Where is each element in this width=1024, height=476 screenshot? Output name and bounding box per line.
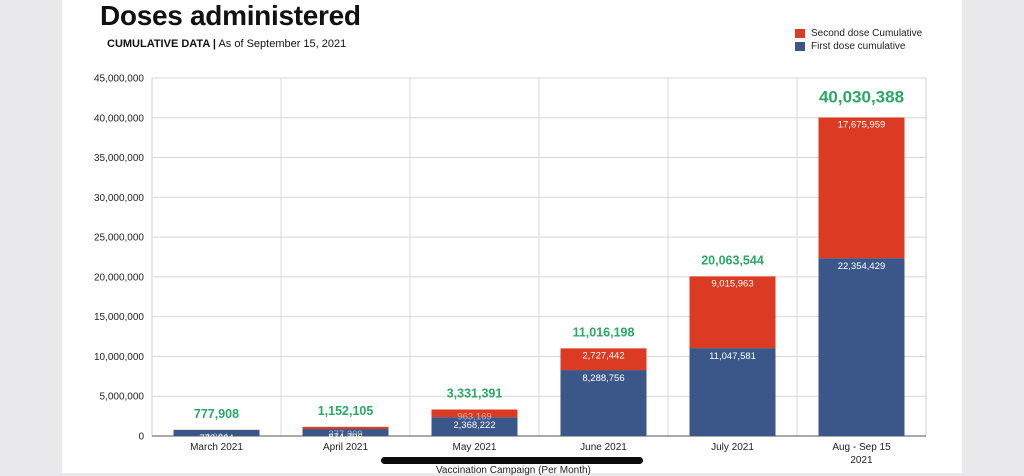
y-tick-label: 35,000,000 — [94, 153, 144, 164]
x-tick-label: July 2021 — [711, 442, 754, 453]
y-tick-label: 45,000,000 — [94, 74, 144, 85]
data-label-first-dose: 8,288,756 — [582, 373, 624, 384]
home-indicator[interactable] — [381, 457, 643, 464]
y-tick-label: 25,000,000 — [94, 233, 144, 244]
data-label-total: 20,063,544 — [701, 253, 764, 267]
data-label-second-dose: 2,727,442 — [582, 350, 624, 361]
x-tick-label: March 2021 — [190, 442, 243, 453]
data-label-first-dose: 22,354,429 — [838, 261, 886, 272]
data-label-first-dose: 11,047,581 — [709, 351, 756, 362]
y-tick-label: 10,000,000 — [94, 352, 144, 363]
data-label-total: 3,331,391 — [447, 386, 503, 400]
y-tick-label: 30,000,000 — [94, 193, 144, 204]
x-tick-label-year: 2021 — [850, 455, 873, 466]
data-label-total: 40,030,388 — [819, 88, 904, 107]
x-tick-label: April 2021 — [323, 442, 368, 453]
data-label-total: 777,908 — [194, 407, 239, 421]
x-axis-title: Vaccination Campaign (Per Month) — [436, 465, 591, 476]
data-label-total: 11,016,198 — [573, 325, 635, 339]
bar-second-dose — [819, 118, 905, 259]
data-label-second-dose: 9,015,963 — [711, 278, 753, 289]
x-tick-label: June 2021 — [580, 442, 627, 453]
data-label-second-dose: 277,309 — [328, 429, 362, 440]
bar-first-dose — [819, 258, 905, 436]
data-label-second-dose: 17,675,959 — [838, 120, 886, 131]
y-tick-label: 20,000,000 — [94, 272, 144, 283]
y-tick-label: 40,000,000 — [94, 113, 144, 124]
data-label-total: 1,152,105 — [318, 404, 374, 418]
x-tick-label: May 2021 — [453, 442, 497, 453]
y-tick-label: 5,000,000 — [100, 392, 145, 403]
x-tick-label: Aug - Sep 15 — [832, 442, 891, 453]
data-label-second-dose: 963,169 — [457, 411, 491, 422]
y-tick-label: 15,000,000 — [94, 312, 144, 323]
y-tick-label: 0 — [138, 432, 144, 443]
